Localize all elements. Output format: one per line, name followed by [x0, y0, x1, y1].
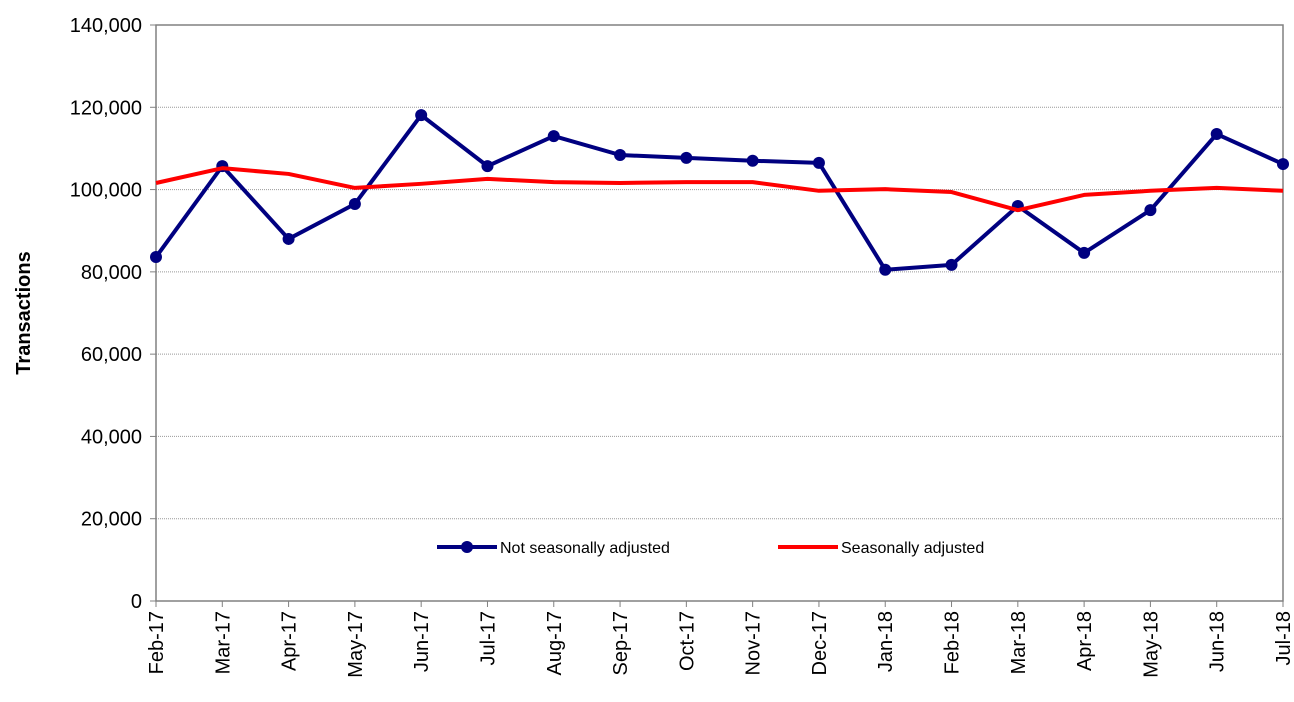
- data-point: [812, 156, 825, 169]
- x-tick-label: Nov-17: [743, 611, 765, 675]
- data-point: [680, 151, 693, 164]
- series-line: [154, 113, 1284, 272]
- y-tick-label: 60,000: [81, 344, 142, 366]
- data-point: [1210, 128, 1223, 141]
- y-tick-label: 140,000: [70, 15, 142, 37]
- x-tick-label: Apr-17: [279, 611, 301, 671]
- data-point: [547, 130, 560, 143]
- y-tick-label: 20,000: [81, 509, 142, 531]
- x-tick-label: Mar-17: [212, 611, 234, 674]
- x-tick-label: Jul-18: [1273, 611, 1294, 665]
- y-tick-label: 120,000: [70, 97, 142, 119]
- x-tick-label: May-17: [345, 611, 367, 678]
- data-point: [614, 149, 627, 162]
- x-tick-label: Feb-18: [942, 611, 964, 674]
- x-tick-label: Aug-17: [544, 611, 566, 676]
- y-tick-label: 100,000: [70, 180, 142, 202]
- x-tick-label: Apr-18: [1074, 611, 1096, 671]
- data-point: [415, 109, 428, 122]
- x-tick-label: Jun-17: [411, 611, 433, 672]
- data-point: [348, 197, 361, 210]
- y-tick-label: 0: [131, 591, 142, 613]
- x-tick-label: Dec-17: [809, 611, 831, 675]
- x-tick-label: Oct-17: [676, 611, 698, 671]
- y-axis-title: Transactions: [13, 251, 35, 374]
- y-tick-label: 40,000: [81, 426, 142, 448]
- x-tick-label: Jan-18: [875, 611, 897, 672]
- data-point: [1144, 204, 1157, 217]
- plot-frame: [155, 24, 1284, 602]
- series-line: [155, 166, 1284, 213]
- x-tick-label: Sep-17: [610, 611, 632, 676]
- data-point: [282, 232, 295, 245]
- data-point: [746, 154, 759, 167]
- legend-marker: [461, 541, 473, 553]
- data-point: [1277, 158, 1289, 171]
- data-point: [1078, 246, 1091, 259]
- y-tick-label: 80,000: [81, 262, 142, 284]
- legend-label: Seasonally adjusted: [841, 540, 984, 557]
- x-tick-label: Jun-18: [1207, 611, 1229, 672]
- data-point: [879, 263, 892, 276]
- data-point: [150, 251, 162, 264]
- x-tick-label: Jul-17: [477, 611, 499, 665]
- legend-label: Not seasonally adjusted: [500, 540, 670, 557]
- x-tick-label: Feb-17: [146, 611, 168, 674]
- x-tick-label: May-18: [1140, 611, 1162, 678]
- data-point: [481, 160, 494, 173]
- data-point: [945, 258, 958, 271]
- x-tick-label: Mar-18: [1008, 611, 1030, 674]
